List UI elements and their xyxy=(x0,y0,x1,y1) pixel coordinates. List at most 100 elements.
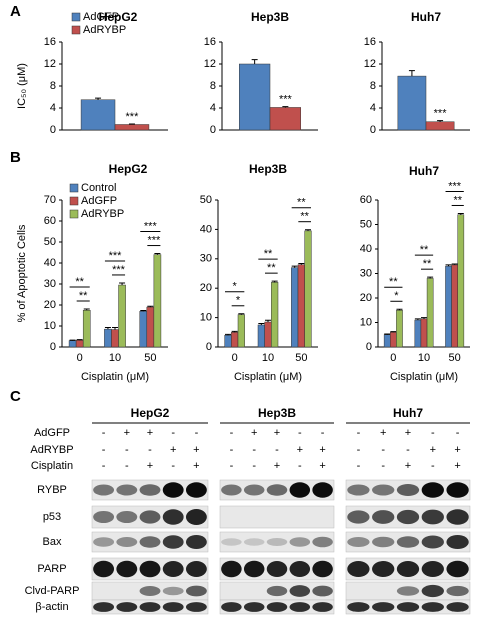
blot-band xyxy=(162,586,184,596)
significance: *** xyxy=(147,234,161,246)
error-bar xyxy=(427,276,434,279)
condition-sign: + xyxy=(251,427,257,439)
legend-label: AdGFP xyxy=(83,11,119,23)
error-bar xyxy=(384,333,391,335)
significance: ** xyxy=(300,211,309,223)
blot-band xyxy=(93,602,115,612)
y-tick-label: 16 xyxy=(44,36,56,48)
significance: * xyxy=(394,290,399,302)
error-bar xyxy=(271,280,278,283)
condition-sign: - xyxy=(230,427,234,439)
condition-sign: + xyxy=(147,460,153,472)
blot-band xyxy=(185,509,207,525)
blot-band xyxy=(421,482,444,498)
y-tick-label: 50 xyxy=(360,218,372,230)
bar xyxy=(118,284,126,348)
condition-label: AdGFP xyxy=(34,427,70,439)
bar xyxy=(420,318,428,348)
chart-title: HepG2 xyxy=(109,162,148,176)
bar xyxy=(257,324,265,348)
error-bar xyxy=(104,326,111,330)
blot-band xyxy=(421,561,444,577)
y-tick-label: 30 xyxy=(44,278,56,290)
condition-sign: - xyxy=(456,427,460,439)
blot-band xyxy=(347,602,370,612)
blot-band xyxy=(93,484,115,496)
error-bar xyxy=(258,322,265,325)
blot-band xyxy=(372,536,395,548)
legend-swatch xyxy=(69,196,79,206)
chart-title: Hep3B xyxy=(249,162,287,176)
condition-sign: - xyxy=(230,444,234,456)
significance: ** xyxy=(267,262,276,274)
blot-band xyxy=(139,536,161,548)
blot-band xyxy=(221,560,242,578)
cell-line-header: HepG2 xyxy=(131,406,170,420)
condition-sign: - xyxy=(357,444,361,456)
condition-sign: - xyxy=(171,460,175,472)
blot-band xyxy=(446,535,469,549)
condition-sign: - xyxy=(275,444,279,456)
error-bar xyxy=(282,106,289,108)
error-bar xyxy=(421,317,427,319)
blot-band xyxy=(396,602,420,612)
chart-title: HepG2 xyxy=(99,10,138,24)
protein-label: PARP xyxy=(37,563,66,575)
x-tick-label: 0 xyxy=(390,352,396,364)
x-tick-label: 10 xyxy=(262,352,274,364)
panel-label: C xyxy=(10,388,21,405)
blot-band xyxy=(185,602,207,612)
blot-band xyxy=(162,509,184,525)
condition-sign: + xyxy=(454,460,460,472)
bar xyxy=(383,334,391,348)
blot-band xyxy=(116,484,138,496)
blot-band xyxy=(266,484,288,496)
condition-sign: - xyxy=(357,460,361,472)
y-tick-label: 4 xyxy=(370,102,376,114)
significance: ** xyxy=(75,276,84,288)
blot-band xyxy=(185,482,207,498)
condition-label: Cisplatin xyxy=(31,460,73,472)
blot-band xyxy=(396,509,420,525)
condition-sign: - xyxy=(298,427,302,439)
error-bar xyxy=(225,333,231,336)
bar xyxy=(390,332,397,348)
blot-band xyxy=(347,484,370,496)
y-tick-label: 10 xyxy=(200,312,212,324)
condition-sign: + xyxy=(405,460,411,472)
blot-band xyxy=(116,510,138,524)
significance: ** xyxy=(453,194,462,206)
x-axis-label: Cisplatin (μM) xyxy=(390,371,458,383)
significance: *** xyxy=(448,180,462,192)
bar xyxy=(146,306,155,348)
blot-band xyxy=(446,585,469,597)
y-tick-label: 60 xyxy=(44,215,56,227)
blot-band xyxy=(446,602,469,612)
blot-band xyxy=(347,537,370,547)
y-tick-label: 20 xyxy=(200,282,212,294)
condition-sign: - xyxy=(406,444,410,456)
blot-band xyxy=(312,585,333,597)
error-bar xyxy=(147,305,154,308)
blot-strip xyxy=(219,531,335,553)
bar xyxy=(82,310,91,348)
x-tick-label: 0 xyxy=(77,352,83,364)
blot-band xyxy=(162,535,184,549)
blot-band xyxy=(243,484,265,496)
error-bar xyxy=(95,97,102,100)
y-tick-label: 4 xyxy=(50,102,56,114)
significance: *** xyxy=(126,111,140,123)
legend-label: Control xyxy=(81,182,116,194)
y-axis-label: IC₅₀ (μM) xyxy=(16,63,28,109)
significance: ** xyxy=(389,276,398,288)
x-axis-label: Cisplatin (μM) xyxy=(81,371,149,383)
error-bar xyxy=(140,309,147,312)
error-bar xyxy=(265,319,271,323)
legend-label: AdGFP xyxy=(81,195,117,207)
bar xyxy=(111,329,119,348)
blot-band xyxy=(396,561,420,577)
significance: ** xyxy=(297,197,306,209)
y-tick-label: 30 xyxy=(200,253,212,265)
error-bar xyxy=(437,120,444,122)
